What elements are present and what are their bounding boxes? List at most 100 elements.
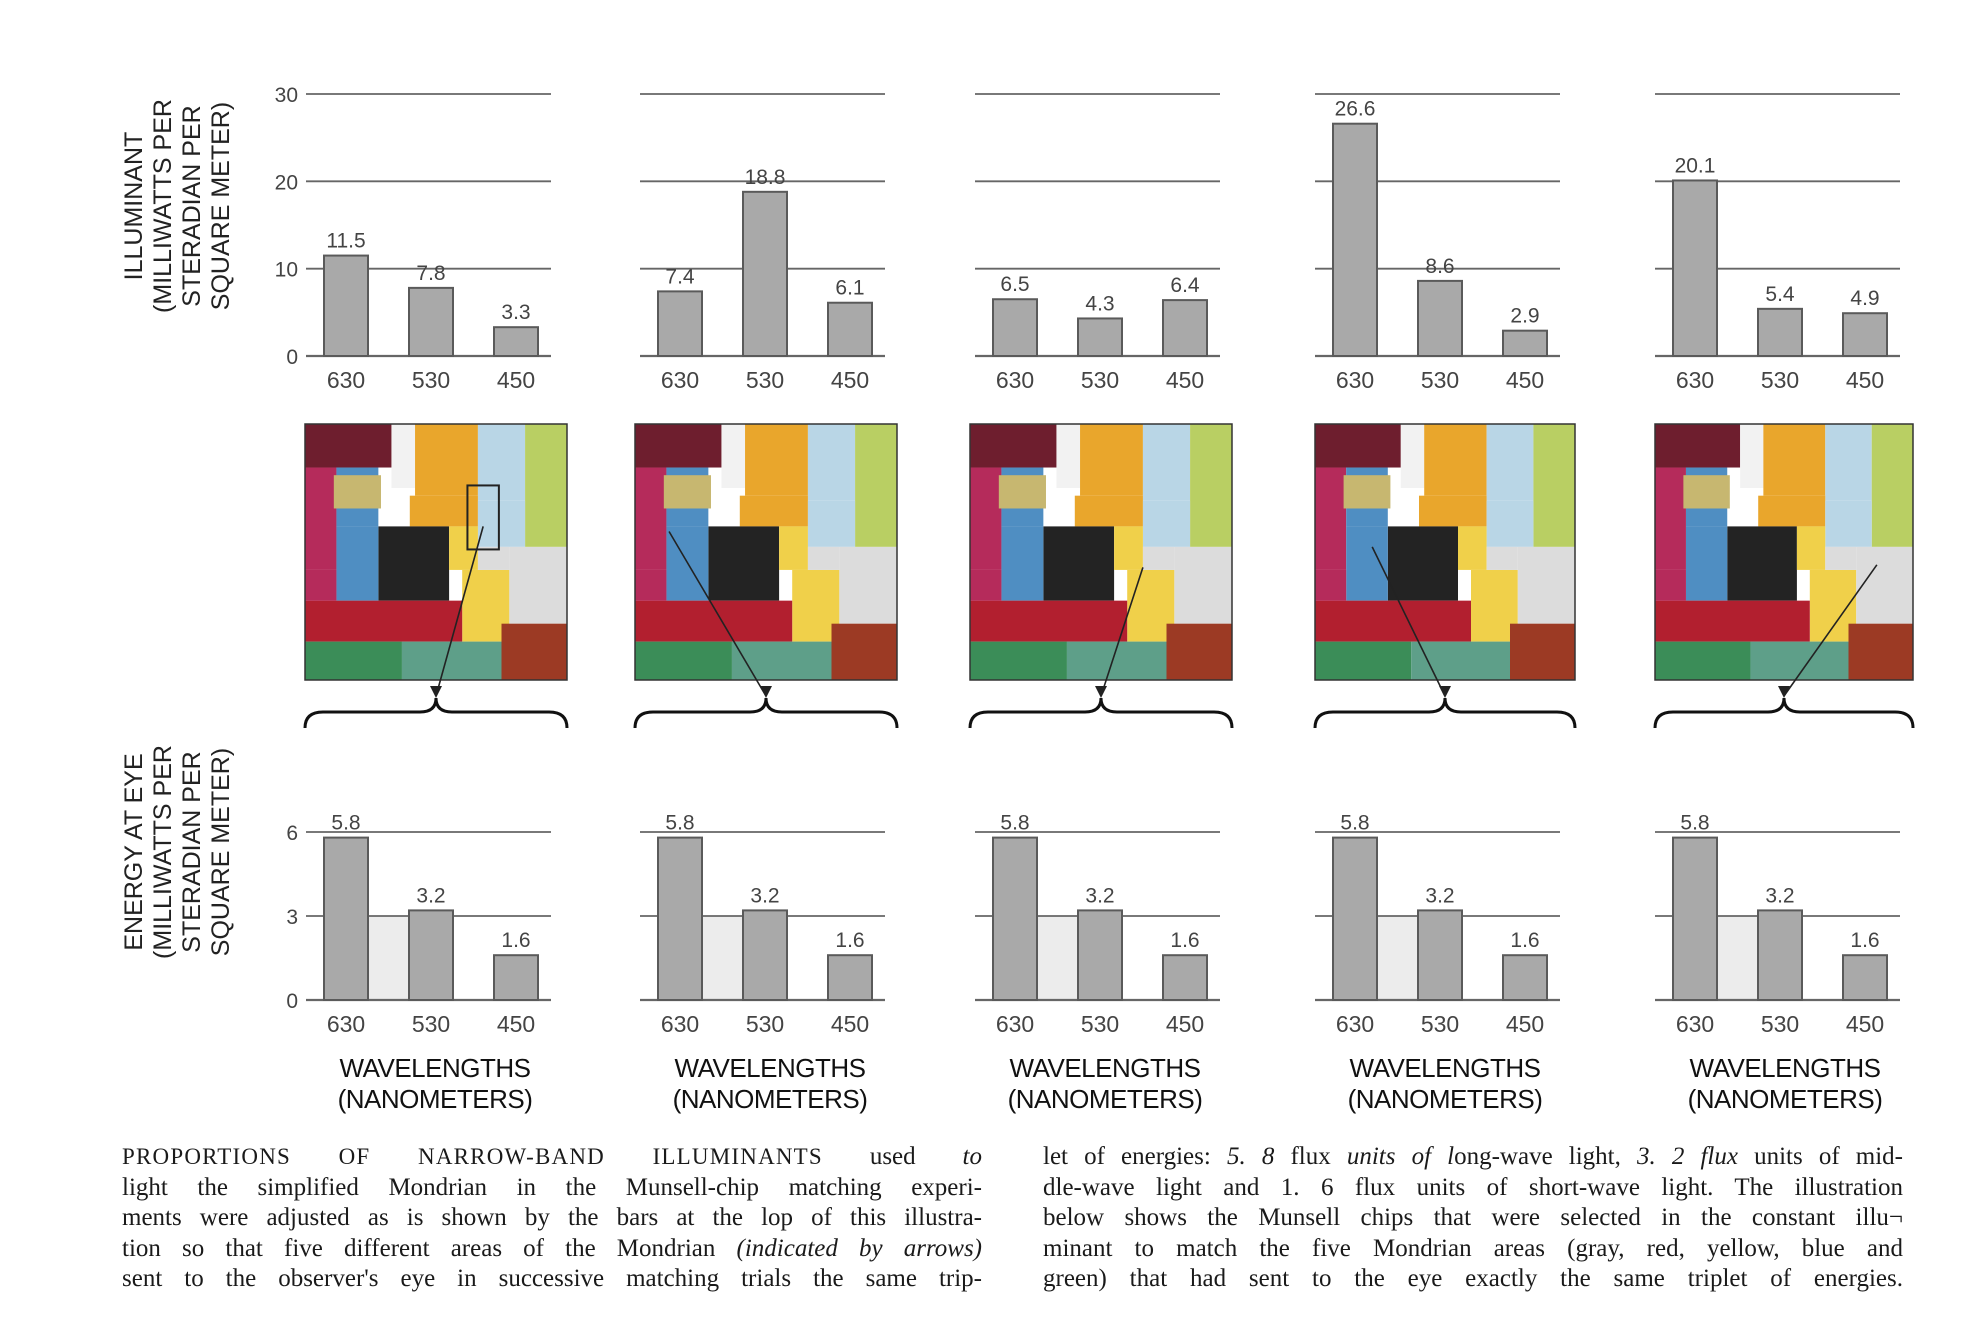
- mondrian-patch: [998, 475, 1046, 509]
- arrow-line: [1100, 567, 1144, 697]
- data-label: 1.6: [1510, 929, 1539, 952]
- data-label: 5.8: [1000, 812, 1029, 835]
- arrow-head: [1778, 686, 1790, 698]
- brace: [633, 697, 899, 729]
- mondrian-patch: [1655, 424, 1741, 468]
- mondrian-patch: [378, 526, 450, 601]
- mondrian-patch: [1400, 424, 1425, 488]
- mondrian-patch: [305, 467, 337, 570]
- bar: [657, 836, 703, 1001]
- y-tick-label: 6: [286, 822, 298, 845]
- mondrian-patch: [305, 641, 402, 680]
- x-tick-label: 530: [746, 367, 784, 393]
- bar: [742, 909, 788, 1002]
- data-label: 1.6: [1170, 929, 1199, 952]
- brace: [1313, 697, 1577, 729]
- shade-band: [1717, 916, 1758, 1000]
- caption-text: tion so that five different areas of the…: [122, 1234, 737, 1262]
- x-tick-label: 530: [1761, 1011, 1799, 1037]
- shade-band: [1037, 916, 1078, 1000]
- data-label: 6.4: [1170, 274, 1200, 297]
- mondrian-patch: [509, 546, 567, 624]
- mondrian-patch: [1074, 495, 1143, 527]
- mondrian-frame: [304, 423, 568, 681]
- caption-text: units of mid-: [1737, 1143, 1903, 1170]
- x-tick-label: 450: [1166, 1011, 1204, 1037]
- mondrian-patch: [401, 641, 502, 680]
- data-label: 8.6: [1425, 255, 1454, 278]
- arrow-head: [760, 686, 772, 698]
- x-tick-label: 530: [1421, 1011, 1459, 1037]
- mondrian-frame: [969, 423, 1233, 681]
- data-label: 26.6: [1335, 98, 1376, 121]
- shade-band: [702, 916, 743, 1000]
- y-tick-label: 20: [275, 171, 298, 194]
- arrow-line: [668, 531, 767, 697]
- bar: [827, 954, 873, 1002]
- x-tick-label: 450: [1846, 367, 1884, 393]
- bar: [1332, 122, 1378, 358]
- mondrian-patch: [1315, 467, 1347, 570]
- x-tick-label: 630: [327, 367, 365, 393]
- energy-axis-label: ENERGY AT EYE (MILLIWATTS PER STERADIAN …: [120, 745, 235, 959]
- mondrian-panel: [1313, 423, 1577, 729]
- data-label: 5.4: [1765, 283, 1795, 306]
- x-tick-label: 530: [746, 1011, 784, 1037]
- y-tick-label: 0: [286, 346, 298, 369]
- wavelengths-label-4: WAVELENGTHS (NANOMETERS): [1347, 1053, 1543, 1114]
- mondrian-patch: [1510, 623, 1575, 680]
- mondrian-patch: [1315, 600, 1471, 642]
- mondrian-patch: [333, 475, 381, 509]
- mondrian-patch: [1856, 546, 1913, 624]
- mondrian-patch: [1056, 424, 1081, 488]
- mondrian-patch: [839, 546, 897, 624]
- data-label: 5.8: [1680, 812, 1709, 835]
- bar: [992, 836, 1038, 1001]
- illuminant-axis-label: ILLUMINANT (MILLIWATTS PER STERADIAN PER…: [120, 99, 235, 313]
- x-tick-label: 630: [661, 1011, 699, 1037]
- mondrian-patch: [1655, 467, 1686, 570]
- mondrian-patch: [1796, 526, 1826, 570]
- caption-line: sent to the observer's eye in successive…: [122, 1264, 982, 1295]
- mondrian-patch: [1174, 546, 1232, 624]
- caption-text: below shows the Munsell chips that were …: [1043, 1204, 1903, 1231]
- caption-text: sent to the observer's eye in successive…: [122, 1265, 982, 1292]
- caption-text: 3. 2 flux: [1637, 1143, 1738, 1170]
- mondrian-frame: [1654, 423, 1914, 681]
- mondrian-patch: [1825, 546, 1857, 570]
- mondrian-patch: [970, 600, 1128, 642]
- x-tick-label: 450: [1846, 1011, 1884, 1037]
- mondrian-patch: [635, 641, 732, 680]
- data-label: 4.9: [1850, 287, 1879, 310]
- mondrian-patch: [1343, 475, 1391, 509]
- mondrian-patch: [391, 424, 416, 488]
- bar: [657, 290, 703, 357]
- mondrian-patch: [1419, 495, 1487, 527]
- mondrian-patch: [305, 569, 337, 601]
- mondrian-patch: [501, 623, 567, 680]
- caption-text: units of l: [1346, 1143, 1455, 1170]
- arrow-head: [430, 686, 442, 698]
- arrow-head: [1439, 686, 1451, 698]
- mondrian-patch: [663, 475, 711, 509]
- wavelengths-label-1: WAVELENGTHS (NANOMETERS): [337, 1053, 533, 1114]
- shade-band: [1377, 916, 1418, 1000]
- mondrian-patch: [1763, 424, 1826, 496]
- mondrian-patch: [970, 641, 1067, 680]
- caption-text: ong-wave light,: [1454, 1143, 1637, 1170]
- bar: [1162, 299, 1208, 357]
- bar: [1502, 329, 1548, 358]
- x-tick-label: 530: [412, 367, 450, 393]
- mondrian-patch: [525, 424, 567, 547]
- mondrian-patch: [336, 526, 379, 601]
- x-tick-label: 630: [1676, 367, 1714, 393]
- y-tick-label: 30: [275, 84, 298, 107]
- mondrian-patch: [855, 424, 897, 547]
- data-label: 7.4: [665, 265, 695, 288]
- data-label: 3.2: [1425, 884, 1454, 907]
- caption-line: below shows the Munsell chips that were …: [1043, 1203, 1903, 1234]
- caption-text: dle-wave light and 1. 6 flux units of sh…: [1043, 1173, 1903, 1201]
- y-tick-label: 10: [275, 259, 298, 282]
- mondrian-patch: [477, 546, 510, 570]
- data-label: 20.1: [1675, 154, 1716, 177]
